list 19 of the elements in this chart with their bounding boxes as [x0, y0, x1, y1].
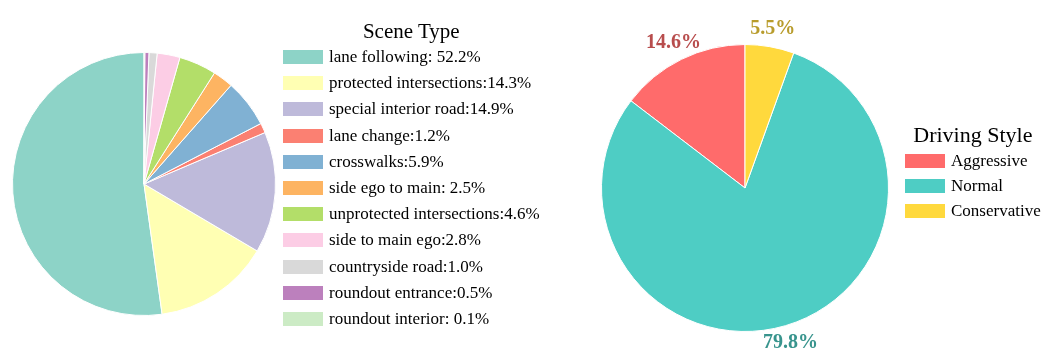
legend-label: side to main ego:2.8% [329, 230, 482, 251]
legend-label: Normal [951, 175, 1003, 196]
legend-label: special interior road:14.9% [329, 99, 514, 120]
legend-label: lane following: 52.2% [329, 47, 481, 68]
legend-label: protected intersections:14.3% [329, 73, 532, 94]
data-label: 14.6% [645, 30, 701, 53]
legend-label: countryside road:1.0% [329, 256, 483, 277]
data-label: 79.8% [763, 330, 819, 353]
legend-label: side ego to main: 2.5% [329, 178, 486, 199]
legend-label: roundout entrance:0.5% [329, 282, 493, 303]
legend-label: unprotected intersections:4.6% [329, 204, 540, 225]
data-label: 5.5% [750, 16, 796, 39]
legend-label: crosswalks:5.9% [329, 151, 444, 172]
legend-label: Aggressive [951, 150, 1028, 171]
legend-title: Driving Style [912, 122, 1034, 148]
legend-label: roundout interior: 0.1% [329, 308, 490, 329]
legend-title: Scene Type [361, 18, 461, 44]
legend-label: lane change:1.2% [329, 125, 450, 146]
legend-label: Conservative [951, 200, 1041, 221]
